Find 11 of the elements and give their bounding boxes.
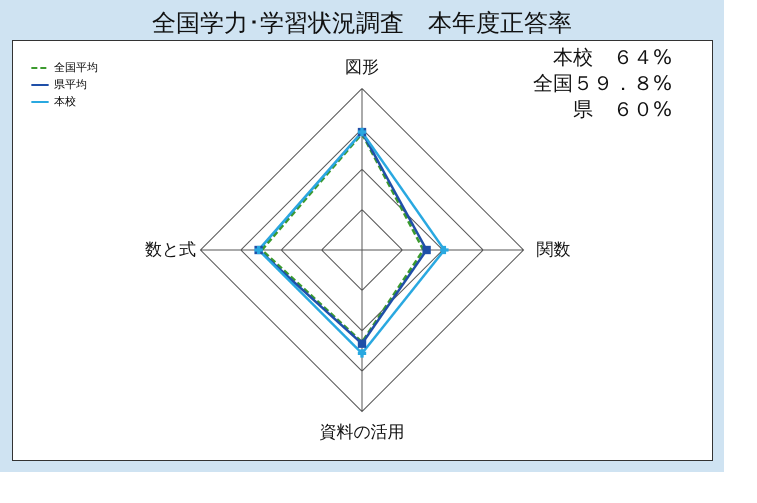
text: 全国５９．８% bbox=[532, 71, 672, 95]
spoke-label: 数と式 bbox=[144, 240, 196, 260]
spoke-label: 関数 bbox=[536, 240, 571, 260]
legend-label: 本校 bbox=[54, 95, 76, 108]
spoke-label: 図形 bbox=[345, 57, 379, 78]
text: 本校 ６４% bbox=[552, 45, 672, 69]
legend-label: 全国平均 bbox=[54, 61, 98, 74]
spoke-label: 資料の活用 bbox=[320, 422, 404, 443]
text: 県 ６０% bbox=[572, 97, 672, 121]
chart-title: 全国学力･学習状況調査 本年度正答率 bbox=[152, 9, 572, 37]
legend-label: 県平均 bbox=[54, 78, 87, 91]
